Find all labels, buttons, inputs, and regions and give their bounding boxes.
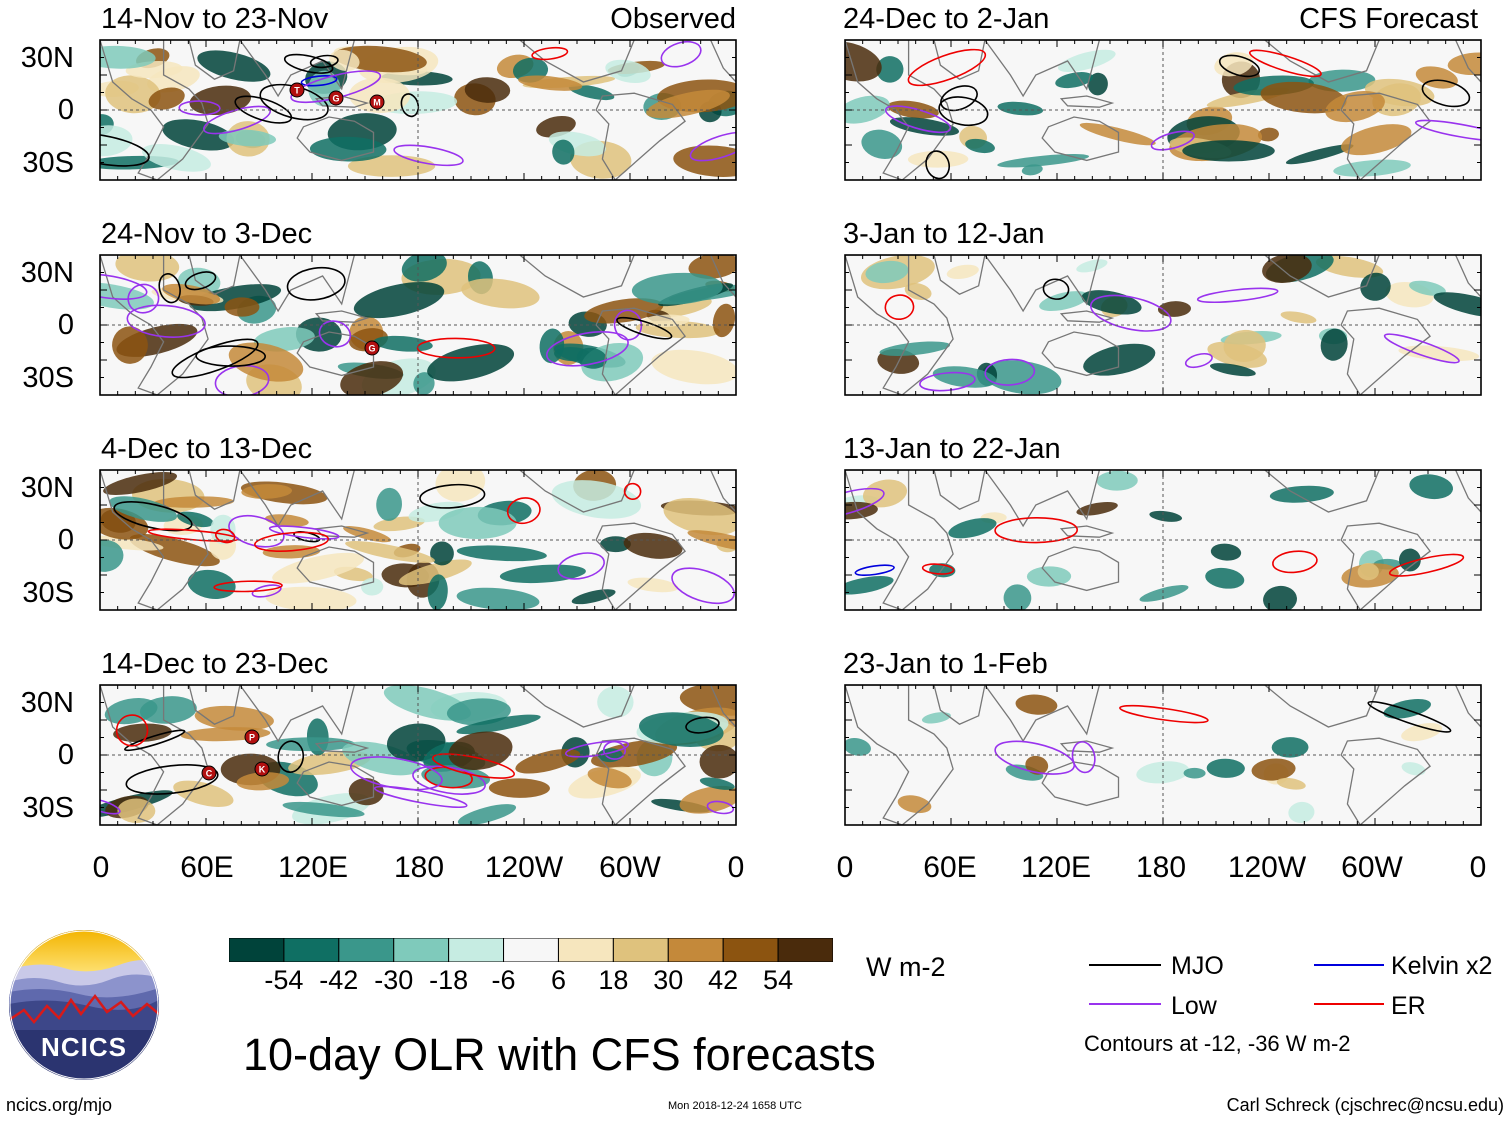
lat-label: 30S — [22, 362, 74, 394]
map-panel — [100, 685, 736, 825]
credit: Carl Schreck (cjschrec@ncsu.edu) — [1226, 1095, 1504, 1115]
storm-marker: K — [254, 761, 270, 777]
lat-label: 0 — [57, 94, 74, 126]
storm-marker-label: M — [373, 98, 381, 108]
lon-label: 0 — [92, 851, 110, 884]
storm-marker-label: K — [259, 765, 266, 775]
colorbar-label: 54 — [763, 965, 794, 995]
colorbar-swatch — [338, 938, 395, 962]
panel-title: 13-Jan to 22-Jan — [843, 433, 1061, 465]
panel-title: 24-Nov to 3-Dec — [101, 218, 313, 250]
storm-marker: G — [328, 90, 344, 106]
legend — [1089, 964, 1384, 1005]
storm-marker-label: G — [332, 94, 339, 104]
lon-label: 0 — [727, 851, 745, 884]
colorbar-label: 42 — [708, 965, 739, 995]
colorbar-swatch — [667, 938, 724, 962]
legend-label-kelvin: Kelvin x2 — [1391, 952, 1493, 980]
contour-note: Contours at -12, -36 W m-2 — [1084, 1031, 1351, 1056]
lon-label: 120W — [484, 851, 564, 884]
colorbar-label: 6 — [550, 965, 566, 995]
lat-label: 30N — [20, 42, 74, 74]
units-label: W m-2 — [866, 952, 946, 982]
map-panels: T G M G P C K — [99, 39, 1482, 826]
legend-label-low: Low — [1171, 992, 1217, 1020]
colorbar-swatch — [612, 938, 669, 962]
storm-marker-label: G — [368, 344, 375, 354]
storm-marker: C — [201, 765, 217, 781]
panel-title: 24-Dec to 2-Jan — [843, 3, 1050, 35]
lat-label: 0 — [57, 309, 74, 341]
colorbar-swatch — [777, 938, 833, 962]
map-panel — [100, 40, 736, 180]
lat-label: 30N — [20, 472, 74, 504]
colorbar-label: 30 — [653, 965, 684, 995]
colorbar-swatch — [448, 938, 505, 962]
lat-label: 30S — [22, 147, 74, 179]
storm-marker: T — [289, 82, 305, 98]
ncics-logo: NCICS — [9, 930, 159, 1080]
lat-label: 30N — [20, 687, 74, 719]
panel-title: 14-Nov to 23-Nov — [101, 3, 329, 35]
colorbar-label: -42 — [319, 965, 359, 995]
lon-label: 180 — [393, 851, 445, 884]
lat-label: 30S — [22, 577, 74, 609]
lat-label: 30S — [22, 792, 74, 824]
figure-title: 10-day OLR with CFS forecasts — [243, 1029, 876, 1080]
colorbar-swatch — [722, 938, 779, 962]
storm-marker-label: T — [294, 86, 300, 96]
lon-label: 60W — [599, 851, 661, 884]
lon-label: 0 — [1469, 851, 1487, 884]
colorbar-swatch — [557, 938, 614, 962]
storm-marker-label: C — [206, 769, 213, 779]
legend-label-mjo: MJO — [1171, 952, 1224, 980]
lon-label: 0 — [836, 851, 854, 884]
map-panel — [100, 255, 736, 395]
ncics-url[interactable]: ncics.org/mjo — [6, 1095, 113, 1115]
colorbar-label: -6 — [491, 965, 516, 995]
lon-label: 60W — [1341, 851, 1403, 884]
colorbar-swatch — [503, 938, 559, 962]
lon-label: 120E — [1020, 851, 1092, 884]
storm-marker: P — [244, 729, 260, 745]
colorbar-swatch — [283, 938, 340, 962]
lon-label: 180 — [1135, 851, 1187, 884]
colorbar-label: -54 — [264, 965, 304, 995]
panel-title: 4-Dec to 13-Dec — [101, 433, 313, 465]
timestamp: Mon 2018-12-24 1658 UTC — [668, 1100, 802, 1112]
colorbar — [229, 938, 833, 962]
map-panel — [845, 40, 1481, 180]
forecast-tag: CFS Forecast — [1299, 3, 1478, 35]
lon-label: 120W — [1227, 851, 1307, 884]
colorbar-swatch — [393, 938, 450, 962]
lon-label: 60E — [180, 851, 234, 884]
logo-graphic — [9, 930, 159, 1080]
lat-label: 0 — [57, 739, 74, 771]
legend-label-er: ER — [1391, 992, 1426, 1020]
lon-label: 60E — [923, 851, 977, 884]
map-panel — [100, 470, 736, 610]
logo-text: NCICS — [41, 1032, 127, 1062]
lat-label: 0 — [57, 524, 74, 556]
storm-marker: M — [369, 94, 385, 110]
storm-marker: G — [364, 340, 380, 356]
observed-tag: Observed — [610, 3, 736, 35]
map-panel — [845, 470, 1481, 610]
map-panel — [845, 685, 1481, 825]
colorbar-swatch — [229, 938, 285, 962]
panel-title: 23-Jan to 1-Feb — [843, 648, 1048, 680]
colorbar-label: 18 — [598, 965, 629, 995]
map-panel — [845, 255, 1481, 395]
panel-title: 3-Jan to 12-Jan — [843, 218, 1045, 250]
panel-title: 14-Dec to 23-Dec — [101, 648, 329, 680]
colorbar-label: -18 — [429, 965, 469, 995]
lon-label: 120E — [277, 851, 349, 884]
storm-marker-label: P — [249, 733, 255, 743]
colorbar-label: -30 — [374, 965, 414, 995]
lat-label: 30N — [20, 257, 74, 289]
